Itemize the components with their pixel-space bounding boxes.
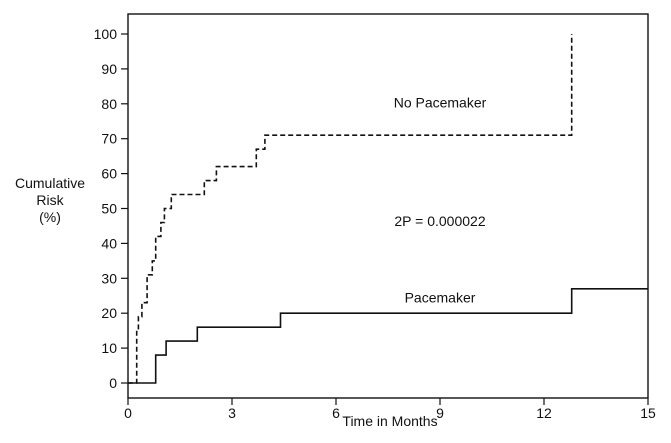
y-tick-label: 50 <box>101 201 117 217</box>
x-tick-label: 15 <box>640 405 656 421</box>
x-tick-label: 3 <box>228 405 236 421</box>
series-layer <box>128 34 648 384</box>
x-tick-label: 12 <box>536 405 552 421</box>
x-axis: 0 3 6 9 12 15 <box>124 398 656 421</box>
x-tick-label: 6 <box>332 405 340 421</box>
plot-border <box>127 13 649 399</box>
annotation-layer: No Pacemaker 2P = 0.000022 Pacemaker <box>394 94 487 305</box>
y-tick-label: 80 <box>101 96 117 112</box>
y-tick-label: 20 <box>101 305 117 321</box>
y-tick-label: 100 <box>94 26 118 42</box>
y-tick-label: 70 <box>101 131 117 147</box>
annotation-2p-0-000022: 2P = 0.000022 <box>394 213 485 229</box>
x-tick-label: 9 <box>436 405 444 421</box>
x-axis-title: Time in Months <box>342 413 437 429</box>
y-tick-label: 60 <box>101 166 117 182</box>
annotation-no-pacemaker: No Pacemaker <box>394 94 487 110</box>
y-tick-label: 40 <box>101 235 117 251</box>
y-tick-label: 30 <box>101 270 117 286</box>
y-axis: 0 10 20 30 40 50 60 70 80 90 100 <box>94 26 128 391</box>
plot-frame <box>127 13 649 399</box>
y-axis-title-line-3: (%) <box>39 209 61 225</box>
annotation-pacemaker: Pacemaker <box>405 290 476 306</box>
series-no-pacemaker <box>128 34 573 384</box>
series-pacemaker <box>128 288 648 384</box>
y-tick-label: 10 <box>101 340 117 356</box>
x-tick-label: 0 <box>124 405 132 421</box>
y-tick-label: 0 <box>109 375 117 391</box>
y-tick-label: 90 <box>101 61 117 77</box>
y-axis-title-line-2: Risk <box>36 192 64 208</box>
y-axis-title-line-1: Cumulative <box>15 175 85 191</box>
